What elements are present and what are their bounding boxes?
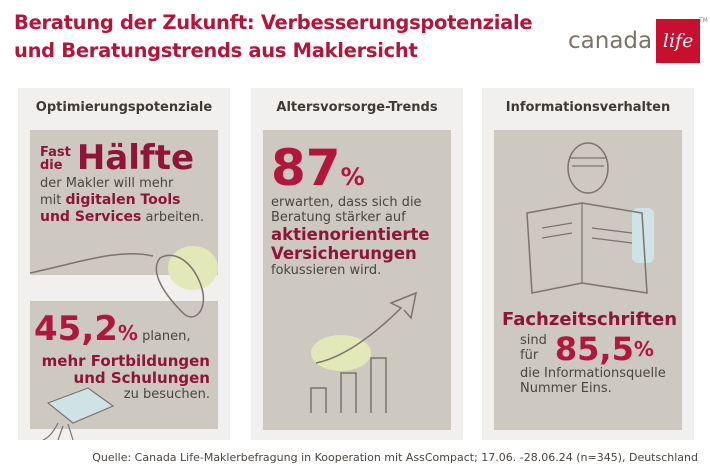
- percent-sign: %: [633, 336, 654, 361]
- bold-text: aktienorientierte: [271, 224, 430, 244]
- line: der Makler will mehr: [40, 176, 174, 191]
- die-label: die: [40, 158, 63, 173]
- panel-information: Informationsverhalten Fachzeitschriften …: [482, 88, 694, 440]
- line: die Informationsquelle: [520, 366, 666, 382]
- percent-sign: %: [340, 163, 365, 191]
- page-title: Beratung der Zukunft: Verbesserungspoten…: [14, 9, 533, 65]
- line: erwarten, dass sich die: [271, 195, 422, 210]
- bold-text: digitalen Tools: [65, 191, 181, 208]
- panel-heading: Optimierungspotenziale: [35, 100, 213, 115]
- line: fokussieren wird.: [271, 262, 382, 278]
- panel-altersvorsorge: Altersvorsorge-Trends 87% erwarten, dass…: [251, 88, 463, 440]
- line: für: [520, 348, 539, 364]
- line: arbeiten.: [141, 209, 205, 225]
- graduation-cap-icon: [42, 387, 115, 440]
- logo-word: canada: [568, 28, 653, 54]
- bold-text: mehr Fortbildungen: [41, 352, 210, 371]
- percent-sign: %: [117, 321, 138, 345]
- fortbildung-text: 45,2% planen, mehr Fortbildungen und Sch…: [34, 309, 210, 403]
- title-line-1: Beratung der Zukunft: Verbesserungspoten…: [14, 11, 533, 34]
- line: sind: [520, 333, 547, 349]
- bold-text: und Schulungen: [73, 369, 210, 388]
- percent-value: 45,2: [34, 309, 118, 349]
- haelfte-text: Fast die Hälfte der Makler will mehr mit …: [40, 140, 204, 226]
- box-fachzeitschriften: [494, 130, 682, 430]
- panel-optimierung: Optimierungspotenziale Fast die Hälfte de…: [18, 88, 230, 440]
- panel-heading: Altersvorsorge-Trends: [276, 100, 438, 115]
- trend-text: 87% erwarten, dass sich die Beratung stä…: [271, 140, 430, 279]
- bold-text: Versicherungen: [271, 243, 417, 263]
- bold-text: und Services: [40, 208, 142, 225]
- line: mit: [40, 192, 66, 208]
- line: planen,: [137, 329, 191, 344]
- line: zu besuchen.: [123, 386, 210, 402]
- newspaper-reader-icon: [526, 142, 654, 294]
- title-line-2: und Beratungstrends aus Maklersicht: [14, 39, 418, 62]
- line: Nummer Eins.: [520, 381, 612, 397]
- mouse-icon: [29, 246, 218, 318]
- trademark: TM: [699, 17, 708, 24]
- source-note: Quelle: Canada Life-Maklerbefragung in K…: [92, 451, 698, 464]
- haelfte-big: Hälfte: [76, 138, 195, 178]
- bold-text: Fachzeitschriften: [502, 309, 678, 330]
- line: Beratung stärker auf: [271, 209, 406, 225]
- box-87: [263, 130, 451, 430]
- fast-label: Fast: [40, 145, 71, 160]
- percent-value: 87: [271, 139, 341, 197]
- percent-value: 85,5: [554, 329, 634, 368]
- panel-heading: Informationsverhalten: [505, 100, 671, 115]
- rising-chart-icon: [310, 291, 418, 413]
- fachzeitschriften-text: Fachzeitschriften sind für 85,5% die Info…: [502, 309, 678, 397]
- logo-mark: life: [656, 19, 701, 63]
- canada-life-logo: canada life: [568, 19, 701, 63]
